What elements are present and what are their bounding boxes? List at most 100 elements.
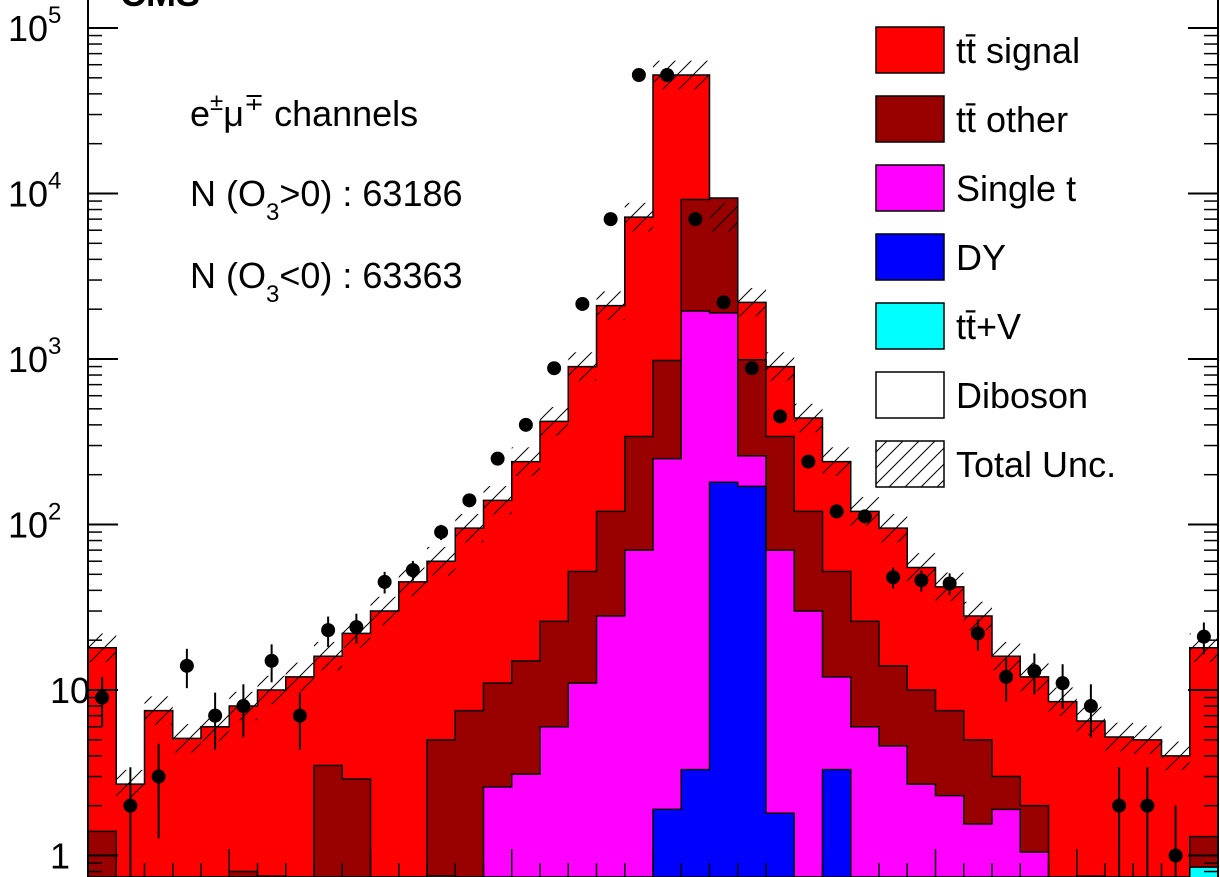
unc-band-bin-15 (511, 447, 540, 476)
axes: 1 10 102 103 104 105 (8, 0, 1219, 877)
unc-band-bin-19 (624, 202, 653, 232)
data-point-bin-25 (801, 454, 816, 469)
bar-dy-bin-24 (766, 813, 795, 877)
bar-ttsignal-bin-4 (201, 726, 230, 877)
data-point-bin-13 (462, 493, 477, 508)
bar-singlet-bin-27 (850, 726, 880, 877)
bar-ttother-bin-5 (229, 871, 258, 877)
unc-band-bin-7 (285, 662, 314, 692)
unc-band-bin-22 (709, 202, 738, 232)
bar-singlet-bin-29 (907, 784, 936, 877)
data-point-bin-29 (914, 573, 929, 588)
bar-ttv-bin-39 (1189, 867, 1218, 877)
data-point-bin-21 (688, 212, 703, 227)
data-point-bin-37 (1140, 798, 1155, 813)
unc-band-bin-14 (483, 486, 512, 515)
bar-singlet-bin-32 (992, 809, 1021, 877)
legend-swatch-0 (875, 26, 945, 74)
bar-singlet-bin-17 (568, 683, 597, 877)
y-tick-label: 1 (50, 836, 70, 877)
data-point-bin-11 (405, 563, 420, 578)
data-point-bin-1 (123, 798, 138, 813)
data-point-bin-6 (264, 653, 279, 668)
outline-series-1 (88, 197, 1218, 877)
legend-label-3: DY (956, 237, 1006, 278)
unc-band-bin-25 (794, 403, 823, 433)
data-point-bin-22 (716, 295, 731, 310)
stacked-histograms (88, 74, 1218, 877)
outline-series-3 (88, 481, 1218, 877)
y-tick-label: 104 (8, 168, 61, 215)
data-point-bin-17 (575, 296, 590, 311)
legend-label-0: tt̄ signal (956, 30, 1080, 71)
legend-label-6: Total Unc. (956, 444, 1116, 485)
data-point-bin-28 (886, 570, 901, 585)
data-point-bin-36 (1112, 798, 1127, 813)
unc-band-bin-13 (455, 513, 484, 543)
unc-band-bin-18 (596, 291, 625, 320)
legend-label-1: tt̄ other (956, 99, 1068, 140)
bar-ttother-bin-13 (455, 710, 484, 877)
unc-band-bin-26 (822, 447, 851, 476)
unc-band-bin-10 (370, 596, 399, 626)
unc-band-bin-23 (737, 288, 766, 317)
bar-ttsignal-bin-34 (1048, 701, 1078, 877)
bar-ttsignal-bin-3 (172, 738, 202, 877)
legend-label-2: Single t (956, 168, 1076, 209)
outline-series-2 (88, 310, 1218, 877)
unc-band-bin-2 (144, 696, 173, 725)
bar-singlet-bin-25 (794, 611, 823, 877)
legend: tt̄ signal tt̄ other Single t DY tt̄+V Diboso… (875, 26, 1116, 488)
bar-dy-bin-20 (653, 809, 682, 877)
legend-swatch-6 (875, 440, 945, 488)
data-point-bin-34 (1055, 676, 1070, 691)
unc-band-bin-37 (1133, 725, 1162, 755)
channel-annotation: e±μ∓ channels (190, 89, 418, 134)
data-point-bin-26 (829, 504, 844, 519)
bar-singlet-bin-19 (624, 550, 654, 877)
bar-singlet-bin-31 (963, 824, 993, 877)
legend-swatch-5 (875, 371, 945, 419)
bar-singlet-bin-20 (653, 458, 682, 877)
data-point-bin-20 (660, 68, 675, 83)
legend-label-5: Diboson (956, 375, 1088, 416)
y-tick-label: 103 (8, 333, 61, 380)
data-point-bin-10 (377, 574, 392, 589)
unc-band-bin-0 (88, 633, 117, 663)
bar-dy-bin-26 (822, 769, 852, 877)
data-point-bin-27 (857, 509, 872, 524)
data-point-bin-33 (1027, 664, 1042, 679)
chart-title: CMS (120, 0, 200, 14)
legend-swatch-1 (875, 95, 945, 143)
unc-band-bin-12 (427, 546, 456, 576)
bar-ttsignal-bin-35 (1076, 720, 1106, 877)
data-point-bin-3 (179, 658, 194, 673)
data-point-bin-12 (434, 525, 449, 540)
unc-band-bin-28 (879, 513, 908, 543)
data-point-bin-8 (321, 623, 336, 638)
bar-singlet-bin-33 (1020, 851, 1049, 877)
data-point-bin-15 (518, 417, 533, 432)
unc-band-bin-16 (540, 407, 569, 436)
bar-ttother-bin-8 (314, 765, 343, 877)
y-tick-label: 10 (50, 670, 90, 711)
data-point-bin-35 (1083, 699, 1098, 714)
bar-singlet-bin-16 (540, 726, 569, 877)
data-point-bin-4 (208, 708, 223, 723)
data-point-bin-32 (999, 669, 1014, 684)
legend-swatch-2 (875, 164, 945, 212)
bar-dy-bin-21 (681, 769, 710, 877)
bar-singlet-bin-14 (483, 786, 513, 877)
unc-band-bin-36 (1105, 722, 1134, 752)
bar-ttsignal-bin-11 (398, 581, 428, 877)
bar-singlet-bin-28 (879, 745, 908, 877)
legend-label-4: tt̄+V (956, 306, 1021, 347)
y-tick-label: 102 (8, 499, 61, 546)
data-point-bin-19 (631, 68, 646, 83)
bar-singlet-bin-18 (596, 615, 626, 877)
data-point-bin-18 (603, 212, 618, 227)
data-point-bin-2 (151, 769, 166, 784)
bar-ttother-bin-9 (342, 778, 371, 877)
legend-swatch-4 (875, 302, 945, 350)
